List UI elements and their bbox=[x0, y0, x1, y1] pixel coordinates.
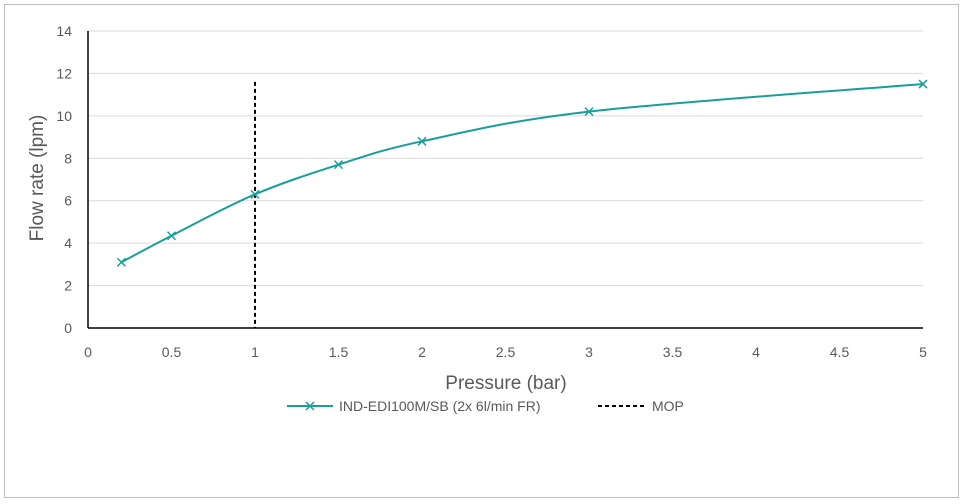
x-tick-label: 1.5 bbox=[329, 344, 349, 360]
data-point-marker bbox=[116, 257, 126, 267]
marker-stroke bbox=[250, 189, 260, 199]
marker-stroke bbox=[166, 231, 177, 241]
y-tick-label: 2 bbox=[64, 278, 72, 294]
x-tick-label: 5 bbox=[919, 344, 927, 360]
gridlines bbox=[88, 30, 923, 287]
y-axis-title: Flow rate (lpm) bbox=[27, 115, 48, 242]
series-line bbox=[120, 83, 924, 264]
x-tick-label: 3 bbox=[585, 344, 593, 360]
y-tick-label: 6 bbox=[64, 193, 72, 209]
legend-mop-label: MOP bbox=[652, 398, 684, 414]
x-tick-label: 4.5 bbox=[830, 344, 850, 360]
x-tick-label: 2.5 bbox=[496, 344, 516, 360]
chart-frame bbox=[4, 4, 959, 498]
marker-stroke bbox=[918, 79, 928, 89]
x-tick-label: 2 bbox=[418, 344, 426, 360]
x-axis-title: Pressure (bar) bbox=[445, 373, 566, 394]
y-tick-label: 0 bbox=[64, 320, 72, 336]
y-tick-label: 8 bbox=[64, 150, 72, 166]
x-tick-label: 3.5 bbox=[663, 344, 683, 360]
marker-stroke bbox=[584, 107, 594, 117]
y-tick-label: 12 bbox=[56, 65, 72, 81]
x-tick-label: 0.5 bbox=[162, 344, 182, 360]
legend: IND-EDI100M/SB (2x 6l/min FR) MOP bbox=[287, 398, 684, 414]
data-point-marker bbox=[584, 107, 594, 117]
y-tick-label: 4 bbox=[64, 235, 72, 251]
marker-stroke bbox=[417, 136, 427, 146]
marker-stroke bbox=[333, 160, 344, 170]
y-tick-label: 14 bbox=[56, 23, 72, 39]
y-tick-labels: 0 2 4 6 8 10 12 14 bbox=[56, 23, 72, 336]
x-tick-label: 0 bbox=[84, 344, 92, 360]
x-tick-labels: 0 0.5 1 1.5 2 2.5 3 3.5 4 4.5 5 bbox=[84, 344, 927, 360]
data-point-marker bbox=[166, 231, 177, 241]
data-series bbox=[116, 79, 928, 267]
legend-series-marker bbox=[305, 401, 315, 411]
data-point-marker bbox=[333, 160, 344, 170]
data-point-marker bbox=[918, 79, 928, 89]
marker-stroke bbox=[116, 257, 126, 267]
data-point-marker bbox=[250, 189, 260, 199]
legend-series-label: IND-EDI100M/SB (2x 6l/min FR) bbox=[339, 398, 540, 414]
x-tick-label: 1 bbox=[251, 344, 259, 360]
axes bbox=[87, 31, 923, 329]
x-tick-label: 4 bbox=[752, 344, 760, 360]
y-tick-label: 10 bbox=[56, 108, 72, 124]
data-point-marker bbox=[417, 136, 427, 146]
